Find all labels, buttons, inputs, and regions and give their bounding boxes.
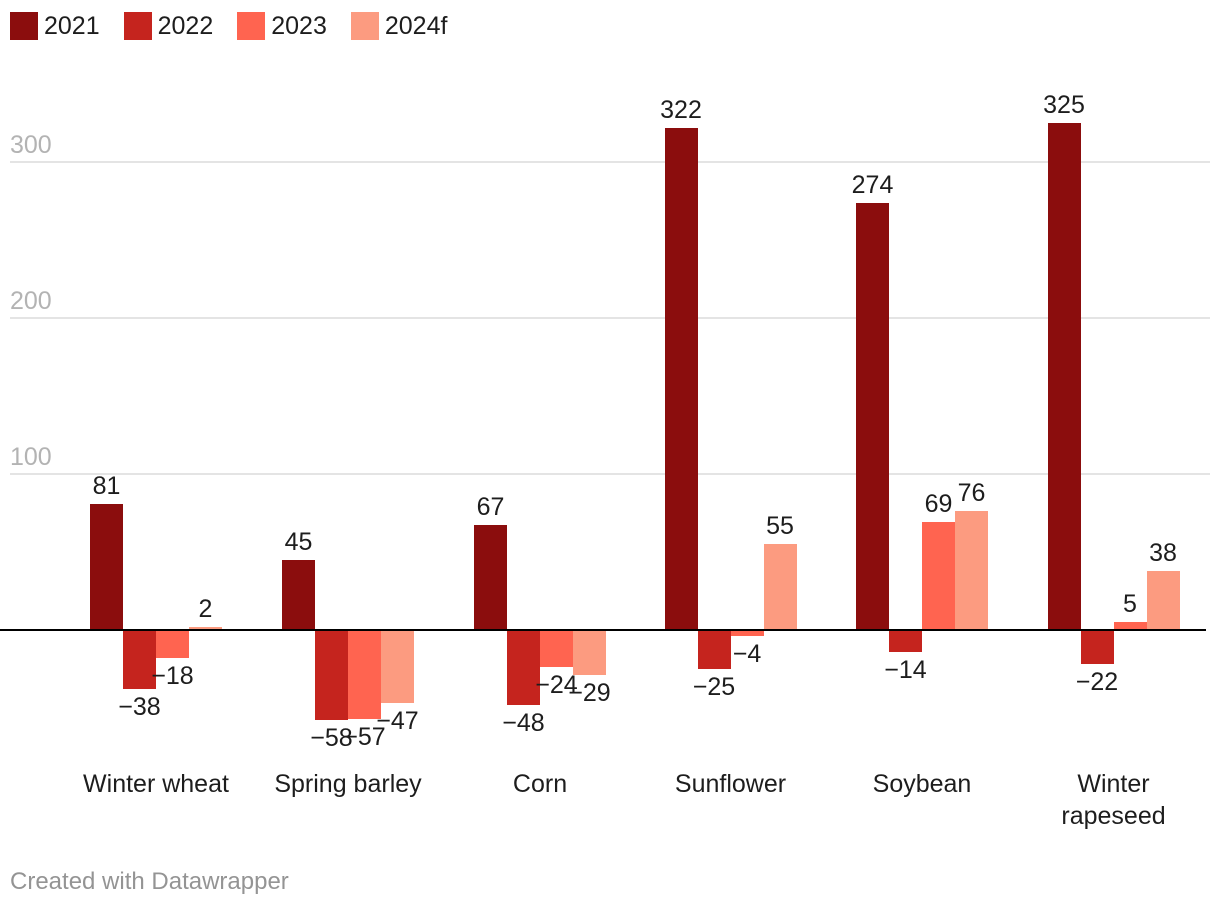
bar-spring-barley-2022 (315, 630, 348, 721)
bar-winter-wheat-2023 (156, 630, 189, 659)
zero-baseline (0, 629, 1206, 631)
bar-winter-rapeseed-2021 (1047, 123, 1081, 630)
legend-swatch-icon (237, 12, 266, 40)
value-label-2022-winter-wheat: −38 (118, 693, 161, 722)
value-label-2024f-winter-rapeseed: 38 (1149, 538, 1177, 567)
value-label-2023-corn: −24 (535, 671, 578, 700)
bar-winter-wheat-2024f (189, 626, 222, 630)
legend-item-2024f: 2024f (350, 12, 448, 40)
legend-label: 2024f (384, 12, 448, 40)
legend-label: 2021 (44, 12, 100, 40)
bar-soybean-2023 (922, 522, 955, 630)
gridline-100 (10, 473, 1210, 475)
value-label-2023-winter-rapeseed: 5 (1123, 590, 1137, 619)
bar-winter-rapeseed-2023 (1113, 622, 1147, 630)
x-axis-category-label-soybean: Soybean (872, 770, 972, 798)
legend-label: 2023 (271, 12, 327, 40)
bar-corn-2024f (573, 630, 606, 676)
value-label-2023-winter-wheat: −18 (151, 662, 194, 691)
value-label-2024f-corn: −29 (568, 679, 611, 708)
legend-item-2021: 2021 (10, 12, 100, 40)
value-label-2023-spring-barley: −57 (343, 722, 386, 751)
value-label-2022-corn: −48 (502, 708, 545, 737)
value-label-2024f-soybean: 76 (957, 479, 986, 508)
value-label-2023-soybean: 69 (924, 490, 953, 519)
x-axis-category-label-spring-barley: Spring barley (274, 770, 422, 798)
value-label-2022-winter-rapeseed: −22 (1075, 668, 1119, 697)
gridline-300 (10, 161, 1210, 163)
y-axis-tick-label-200: 200 (10, 287, 52, 315)
legend-swatch-icon (123, 12, 152, 40)
value-label-2022-soybean: −14 (884, 655, 927, 684)
value-label-2021-soybean: 274 (851, 170, 894, 199)
value-label-2021-winter-rapeseed: 325 (1043, 91, 1085, 119)
bar-soybean-2022 (889, 630, 922, 652)
bar-soybean-2021 (856, 202, 889, 630)
bar-winter-wheat-2021 (90, 503, 123, 630)
value-label-2024f-winter-wheat: 2 (198, 594, 213, 623)
value-label-2022-sunflower: −25 (692, 673, 736, 701)
y-axis-tick-label-300: 300 (10, 131, 52, 159)
gridline-200 (10, 317, 1210, 319)
x-axis-category-label-winter-wheat: Winter wheat (83, 770, 229, 798)
x-axis-category-label-winter-rapeseed: Winter rapeseed (1061, 770, 1166, 830)
bar-sunflower-2023 (730, 630, 764, 637)
bar-spring-barley-2024f (381, 630, 414, 704)
bar-corn-2021 (474, 525, 507, 630)
bar-sunflower-2024f (763, 544, 797, 630)
x-axis-category-label-corn: Corn (512, 770, 568, 798)
value-label-2021-sunflower: 322 (660, 95, 702, 124)
bar-winter-rapeseed-2022 (1080, 630, 1114, 665)
value-label-2024f-spring-barley: −47 (376, 707, 419, 736)
bar-soybean-2024f (955, 511, 988, 630)
y-axis-tick-label-100: 100 (10, 443, 52, 471)
legend-label: 2022 (157, 12, 214, 40)
bar-corn-2023 (540, 630, 573, 668)
legend-swatch-icon (350, 12, 379, 40)
legend-swatch-icon (10, 12, 38, 40)
value-label-2021-winter-wheat: 81 (92, 471, 121, 500)
value-label-2021-corn: 67 (476, 493, 505, 522)
legend-item-2023: 2023 (237, 12, 327, 40)
bar-winter-wheat-2022 (123, 630, 156, 690)
value-label-2023-sunflower: −4 (732, 640, 762, 669)
datawrapper-attribution-link[interactable]: Created with Datawrapper (10, 868, 289, 895)
bar-corn-2022 (507, 630, 540, 705)
x-axis-category-label-sunflower: Sunflower (674, 770, 787, 798)
legend: 2021 2022 2023 2024f (10, 12, 447, 40)
value-label-2024f-sunflower: 55 (766, 512, 794, 541)
bar-winter-rapeseed-2024f (1146, 570, 1180, 630)
bar-sunflower-2021 (664, 127, 698, 630)
bar-spring-barley-2023 (348, 630, 381, 719)
bar-spring-barley-2021 (282, 559, 315, 630)
value-label-2021-spring-barley: 45 (284, 527, 313, 556)
bar-sunflower-2022 (697, 630, 731, 669)
value-label-2022-spring-barley: −58 (310, 724, 353, 753)
legend-item-2022: 2022 (123, 12, 214, 40)
